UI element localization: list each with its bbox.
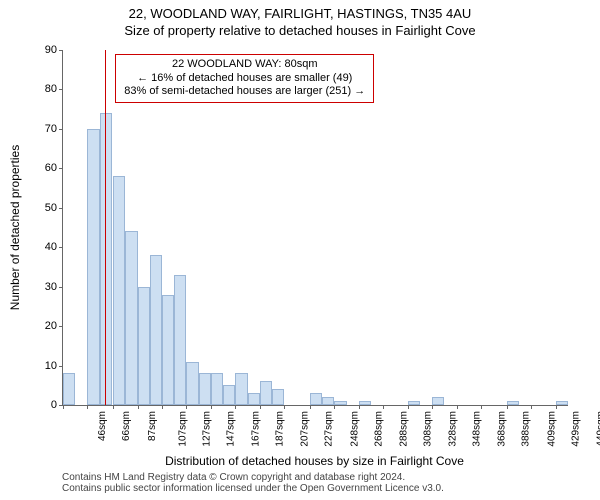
x-tick-mark [260, 405, 261, 409]
x-tick-label: 167sqm [251, 407, 262, 447]
histogram-bar [408, 401, 420, 405]
property-marker-line [105, 50, 106, 405]
y-tick-label: 50 [45, 202, 63, 214]
x-tick-label: 268sqm [374, 407, 385, 447]
histogram-bar [199, 373, 211, 405]
x-tick-label: 46sqm [97, 407, 108, 441]
x-tick-mark [113, 405, 114, 409]
annotation-line: 83% of semi-detached houses are larger (… [124, 85, 365, 99]
chart-root: 22, WOODLAND WAY, FAIRLIGHT, HASTINGS, T… [0, 0, 600, 500]
x-tick-label: 388sqm [521, 407, 532, 447]
x-tick-mark [531, 405, 532, 409]
x-tick-label: 368sqm [496, 407, 507, 447]
x-tick-mark [507, 405, 508, 409]
y-axis-label: Number of detached properties [8, 50, 24, 405]
histogram-bar [310, 393, 322, 405]
annotation-box: 22 WOODLAND WAY: 80sqm← 16% of detached … [115, 54, 374, 103]
x-tick-label: 66sqm [121, 407, 132, 441]
annotation-line: 22 WOODLAND WAY: 80sqm [124, 58, 365, 72]
histogram-bar [334, 401, 346, 405]
y-tick-label: 30 [45, 281, 63, 293]
histogram-bar [100, 113, 112, 405]
y-tick-label: 10 [45, 360, 63, 372]
x-tick-mark [186, 405, 187, 409]
y-tick-label: 20 [45, 320, 63, 332]
x-tick-label: 409sqm [546, 407, 557, 447]
x-tick-label: 429sqm [571, 407, 582, 447]
x-tick-label: 348sqm [472, 407, 483, 447]
histogram-bar [223, 385, 235, 405]
y-tick-label: 60 [45, 162, 63, 174]
x-tick-mark [284, 405, 285, 409]
x-tick-mark [432, 405, 433, 409]
footnote-line2: Contains public sector information licen… [62, 483, 592, 494]
x-axis-label: Distribution of detached houses by size … [62, 454, 567, 468]
chart-titles: 22, WOODLAND WAY, FAIRLIGHT, HASTINGS, T… [0, 0, 600, 40]
histogram-bar [507, 401, 519, 405]
histogram-bar [63, 373, 75, 405]
y-tick-label: 40 [45, 241, 63, 253]
histogram-bar [322, 397, 334, 405]
y-tick-label: 70 [45, 123, 63, 135]
x-tick-label: 127sqm [202, 407, 213, 447]
histogram-bar [150, 255, 162, 405]
x-tick-mark [63, 405, 64, 409]
histogram-bar [211, 373, 223, 405]
x-tick-label: 207sqm [299, 407, 310, 447]
histogram-bar [125, 231, 137, 405]
y-tick-label: 0 [51, 399, 63, 411]
x-tick-mark [162, 405, 163, 409]
x-tick-label: 288sqm [398, 407, 409, 447]
x-tick-label: 248sqm [350, 407, 361, 447]
x-tick-label: 147sqm [226, 407, 237, 447]
x-tick-label: 328sqm [447, 407, 458, 447]
x-tick-mark [87, 405, 88, 409]
x-tick-mark [211, 405, 212, 409]
x-tick-label: 87sqm [147, 407, 158, 441]
x-tick-mark [556, 405, 557, 409]
chart-title-line2: Size of property relative to detached ho… [0, 23, 600, 40]
x-tick-mark [235, 405, 236, 409]
x-tick-label: 449sqm [595, 407, 600, 447]
histogram-bar [272, 389, 284, 405]
x-tick-mark [334, 405, 335, 409]
x-tick-mark [359, 405, 360, 409]
y-tick-label: 80 [45, 83, 63, 95]
histogram-bar [174, 275, 186, 405]
x-tick-mark [408, 405, 409, 409]
footnote-line1: Contains HM Land Registry data © Crown c… [62, 472, 592, 483]
chart-title-line1: 22, WOODLAND WAY, FAIRLIGHT, HASTINGS, T… [0, 6, 600, 23]
y-tick-label: 90 [45, 44, 63, 56]
histogram-bar [260, 381, 272, 405]
x-tick-label: 227sqm [324, 407, 335, 447]
histogram-bar [162, 295, 174, 405]
histogram-bar [359, 401, 371, 405]
histogram-bar [186, 362, 198, 405]
x-tick-label: 187sqm [275, 407, 286, 447]
histogram-bar [556, 401, 568, 405]
x-tick-mark [383, 405, 384, 409]
chart-footnote: Contains HM Land Registry data © Crown c… [62, 472, 592, 494]
annotation-line: ← 16% of detached houses are smaller (49… [124, 72, 365, 86]
histogram-bar [235, 373, 247, 405]
x-tick-label: 308sqm [423, 407, 434, 447]
histogram-bar [138, 287, 150, 405]
x-tick-mark [457, 405, 458, 409]
x-tick-mark [138, 405, 139, 409]
histogram-bar [113, 176, 125, 405]
x-tick-mark [310, 405, 311, 409]
histogram-bar [87, 129, 99, 405]
x-tick-label: 107sqm [177, 407, 188, 447]
histogram-bar [432, 397, 444, 405]
histogram-bar [248, 393, 260, 405]
x-tick-mark [481, 405, 482, 409]
plot-area: 010203040506070809046sqm66sqm87sqm107sqm… [62, 50, 568, 406]
